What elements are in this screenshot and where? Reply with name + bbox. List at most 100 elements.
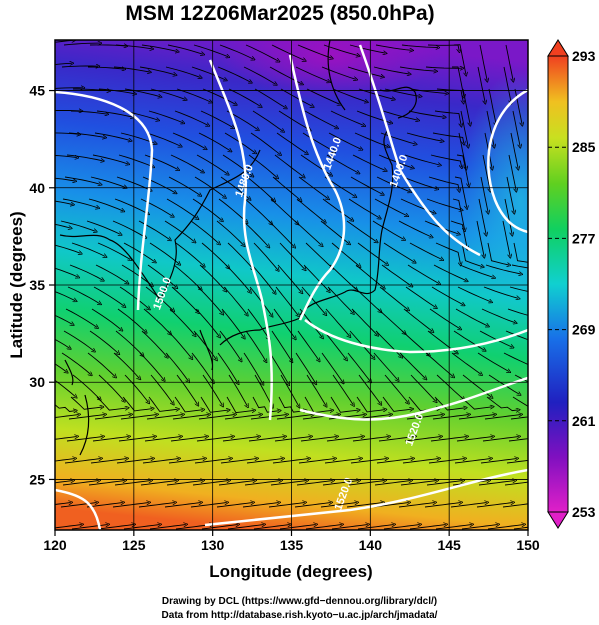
x-axis-label: Longitude (degrees) xyxy=(209,562,372,581)
streamline xyxy=(219,330,241,360)
streamline xyxy=(480,176,488,212)
streamline xyxy=(453,330,484,350)
streamline xyxy=(94,415,131,420)
colorbar-tick-label: 277 xyxy=(572,230,596,246)
streamline xyxy=(425,352,453,377)
streamline xyxy=(198,415,235,420)
streamline xyxy=(243,352,263,384)
streamline xyxy=(454,459,491,464)
y-tick-label: 40 xyxy=(29,180,45,196)
streamline xyxy=(405,286,436,307)
streamline xyxy=(272,459,309,464)
streamline xyxy=(69,264,103,280)
colorbar-tick-label: 269 xyxy=(572,322,596,338)
streamline xyxy=(357,242,387,264)
streamline xyxy=(70,110,107,114)
streamline xyxy=(216,503,253,508)
streamline xyxy=(482,154,490,190)
streamline xyxy=(280,374,299,406)
streamline xyxy=(250,415,287,420)
streamline xyxy=(71,525,108,530)
streamline xyxy=(478,198,486,234)
streamline xyxy=(55,525,82,529)
streamline xyxy=(145,286,173,311)
streamline xyxy=(477,352,509,372)
streamline xyxy=(148,110,183,123)
credit-data: Data from http://database.rish.kyoto−u.a… xyxy=(161,610,438,621)
x-axis: 120 125 130 135 140 145 150 xyxy=(43,530,540,553)
streamline xyxy=(55,40,74,43)
streamline xyxy=(302,132,334,151)
streamline xyxy=(399,66,436,71)
streamline xyxy=(167,44,203,54)
streamline xyxy=(484,415,521,420)
streamline xyxy=(323,330,346,359)
streamline xyxy=(243,66,276,84)
streamline xyxy=(507,308,528,316)
streamline xyxy=(461,242,483,267)
streamline xyxy=(382,396,412,412)
streamline xyxy=(325,308,350,336)
streamline xyxy=(169,308,195,335)
streamline xyxy=(504,481,528,486)
streamline xyxy=(328,132,361,149)
streamline xyxy=(91,308,121,330)
streamline xyxy=(433,264,466,281)
streamline xyxy=(168,459,205,464)
streamline xyxy=(329,264,356,290)
streamline xyxy=(198,132,230,151)
streamline xyxy=(347,66,383,77)
streamline xyxy=(254,374,272,407)
streamline xyxy=(171,286,198,312)
streamline xyxy=(373,352,398,380)
streamline xyxy=(428,459,465,464)
streamline xyxy=(354,132,388,147)
streamline xyxy=(190,503,227,508)
streamline xyxy=(332,88,367,102)
streamline xyxy=(323,44,358,56)
streamline xyxy=(486,396,518,411)
streamline xyxy=(372,220,404,239)
streamline xyxy=(305,242,332,268)
streamline xyxy=(147,264,176,287)
streamline xyxy=(512,396,528,407)
streamline xyxy=(87,352,115,377)
streamline xyxy=(510,132,518,168)
streamline xyxy=(201,525,238,530)
streamline xyxy=(358,374,381,404)
streamline xyxy=(295,352,316,383)
streamline xyxy=(92,154,128,164)
streamline xyxy=(97,242,130,259)
streamline xyxy=(453,44,466,74)
streamline xyxy=(301,286,326,314)
streamline xyxy=(456,437,493,442)
streamline xyxy=(88,481,125,486)
streamline xyxy=(348,198,380,218)
streamline xyxy=(278,396,305,412)
streamline xyxy=(506,459,528,464)
streamline xyxy=(270,198,297,224)
y-tick-label: 35 xyxy=(29,277,45,293)
gridlines xyxy=(55,40,528,530)
x-tick-label: 135 xyxy=(280,537,304,553)
streamline xyxy=(331,525,368,530)
streamline xyxy=(279,242,305,269)
streamline xyxy=(226,396,254,414)
streamline xyxy=(508,438,528,442)
streamline xyxy=(407,264,439,284)
streamline xyxy=(225,264,250,292)
streamline xyxy=(90,176,125,187)
streamline xyxy=(383,242,415,262)
streamline xyxy=(483,286,518,298)
streamline xyxy=(124,88,160,97)
streamline xyxy=(55,404,75,412)
streamline xyxy=(430,154,462,167)
streamline xyxy=(191,352,213,382)
streamline xyxy=(123,525,160,530)
streamline xyxy=(488,88,496,124)
streamline xyxy=(321,352,343,382)
streamline xyxy=(404,154,440,165)
streamline xyxy=(166,481,203,486)
figure-title: MSM 12Z06Mar2025 (850.0hPa) xyxy=(125,2,435,25)
